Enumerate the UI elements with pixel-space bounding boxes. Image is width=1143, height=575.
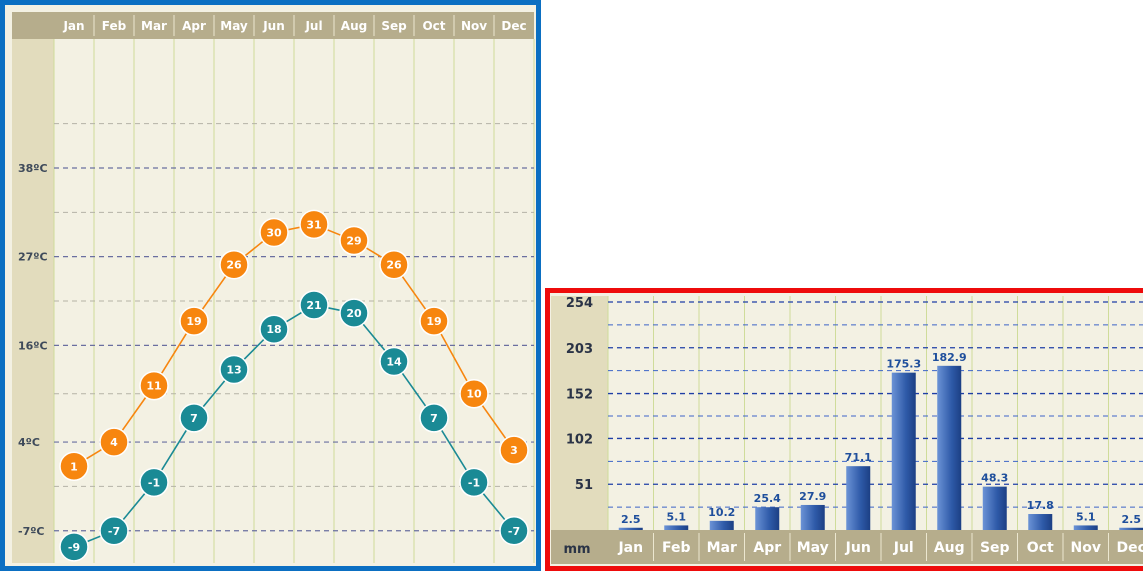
bar-value-label: 2.5 (621, 513, 641, 526)
y-tick-label: 254 (566, 296, 593, 311)
month-label: Apr (182, 19, 206, 33)
data-point-label: 20 (346, 307, 362, 320)
data-point-label: -1 (468, 476, 480, 489)
data-point-label: 26 (386, 259, 402, 272)
month-label: Oct (422, 19, 445, 33)
month-label: May (797, 540, 829, 556)
month-label: Mar (141, 19, 167, 33)
unit-label: mm (563, 542, 590, 557)
bar-value-label: 175.3 (886, 358, 921, 371)
temperature-chart: 38ºC 27ºC 16ºC 4ºC -7ºC Jan Feb Mar Apr May Jun Jul… (0, 0, 541, 571)
month-label: May (220, 19, 248, 33)
bar-value-label: 25.4 (754, 492, 781, 505)
temperature-chart-svg: 38ºC 27ºC 16ºC 4ºC -7ºC Jan Feb Mar Apr May Jun Jul… (0, 0, 541, 571)
y-tick-label: 4ºC (18, 436, 40, 449)
precip-bar (619, 528, 643, 530)
month-label: Jul (893, 540, 914, 556)
data-point-label: 3 (510, 444, 518, 457)
month-label: Jun (845, 540, 871, 556)
precip-bar (983, 487, 1007, 530)
data-point-label: 4 (110, 436, 118, 449)
y-axis-band (12, 39, 54, 563)
y-tick-label: 16ºC (18, 339, 48, 352)
data-point-label: 18 (266, 323, 281, 336)
data-point-label: 21 (306, 299, 321, 312)
precip-bar (1074, 525, 1098, 530)
precip-bar (1119, 528, 1143, 530)
month-label: Jan (617, 540, 643, 556)
month-label: Apr (753, 540, 781, 556)
month-label: Dec (1117, 540, 1143, 556)
precip-bar (1028, 514, 1052, 530)
data-point-label: 26 (226, 259, 242, 272)
precip-bar (846, 466, 870, 530)
month-label: Oct (1027, 540, 1054, 556)
precipitation-chart: 254 203 152 102 51 2.5 5.1 10.2 25.4 27.9 71.1 175.… (545, 288, 1143, 571)
data-point-label: -1 (148, 476, 160, 489)
y-tick-label: 102 (566, 432, 593, 447)
bar-value-label: 71.1 (845, 451, 872, 464)
data-point-label: 7 (190, 412, 198, 425)
precip-bar (892, 373, 916, 530)
bar-value-label: 5.1 (1076, 510, 1096, 523)
bar-value-label: 2.5 (1122, 513, 1142, 526)
chart-frame (548, 291, 1143, 569)
month-label: Aug (341, 19, 367, 33)
month-label: Feb (662, 540, 691, 556)
month-label: Sep (381, 19, 407, 33)
data-point-label: 13 (226, 364, 241, 377)
month-label: Nov (461, 19, 487, 33)
precip-bar (710, 521, 734, 530)
data-point-label: 10 (466, 388, 482, 401)
data-point-label: 7 (430, 412, 438, 425)
month-label: Dec (501, 19, 526, 33)
data-point-label: 31 (306, 218, 321, 231)
y-tick-label: -7ºC (18, 525, 45, 538)
bar-value-label: 27.9 (799, 490, 826, 503)
y-axis-band (551, 296, 608, 530)
data-point-label: 1 (70, 460, 78, 473)
data-point-label: 19 (426, 315, 441, 328)
month-label: Nov (1071, 540, 1101, 556)
precipitation-chart-svg: 254 203 152 102 51 2.5 5.1 10.2 25.4 27.9 71.1 175.… (545, 288, 1143, 571)
y-tick-label: 38ºC (18, 162, 48, 175)
y-tick-label: 203 (566, 342, 593, 357)
month-label: Aug (934, 540, 965, 556)
data-point-label: 11 (146, 380, 161, 393)
data-point-label: -9 (68, 541, 80, 554)
data-point-label: 29 (346, 235, 361, 248)
month-label: Jul (304, 19, 322, 33)
bar-value-label: 10.2 (708, 506, 735, 519)
month-label: Jun (262, 19, 285, 33)
y-tick-label: 152 (566, 388, 593, 403)
bar-value-label: 182.9 (932, 351, 967, 364)
data-point-label: -7 (508, 525, 520, 538)
month-label: Mar (707, 540, 737, 556)
month-label: Jan (62, 19, 84, 33)
month-label: Feb (102, 19, 127, 33)
data-point-label: -7 (108, 525, 120, 538)
precip-bar (664, 525, 688, 530)
precip-bar (937, 366, 961, 530)
data-point-label: 30 (266, 226, 282, 239)
month-label: Sep (980, 540, 1010, 556)
data-point-label: 14 (386, 355, 402, 368)
data-point-label: 19 (186, 315, 201, 328)
bar-value-label: 48.3 (981, 472, 1008, 485)
precip-bar (801, 505, 825, 530)
y-tick-label: 27ºC (18, 251, 48, 264)
bar-value-label: 5.1 (667, 510, 687, 523)
precip-bar (755, 507, 779, 530)
y-tick-label: 51 (575, 478, 593, 493)
chart-frame (3, 3, 539, 569)
bar-value-label: 17.8 (1027, 499, 1054, 512)
